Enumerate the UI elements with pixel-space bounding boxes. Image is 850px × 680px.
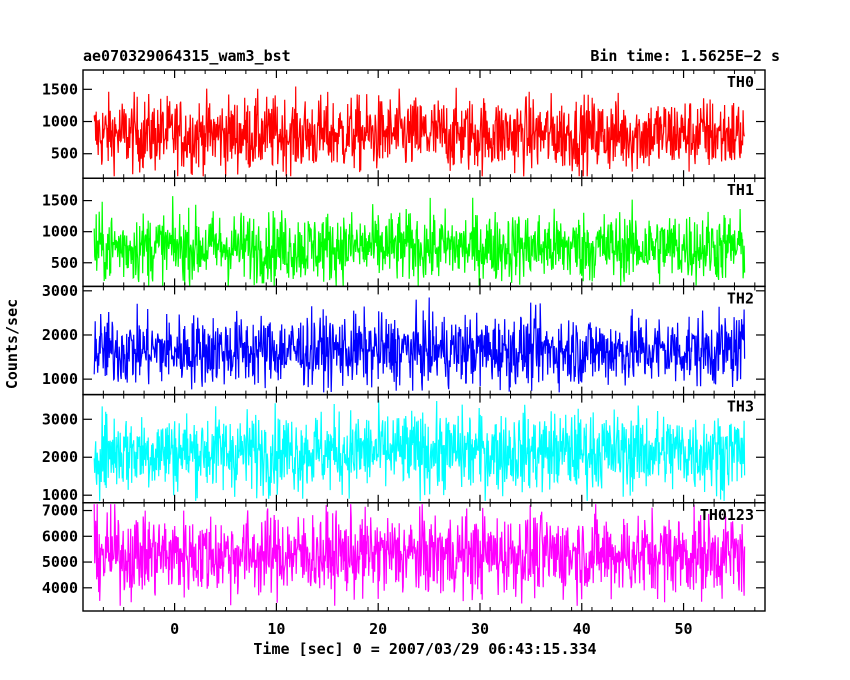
chart-title: ae070329064315_wam3_bst	[83, 47, 291, 65]
x-tick-label: 10	[267, 620, 285, 638]
series-line-th2	[93, 297, 746, 393]
y-tick-label-th2: 3000	[42, 282, 78, 300]
x-tick-label: 50	[675, 620, 693, 638]
y-tick-label-th3: 2000	[42, 448, 78, 466]
panel-label-th0123: TH0123	[700, 506, 754, 524]
y-tick-label-th2: 1000	[42, 370, 78, 388]
y-tick-label-th0123: 4000	[42, 579, 78, 597]
y-tick-label-th0: 1000	[42, 113, 78, 131]
bin-time-label: Bin time: 1.5625E−2 s	[590, 47, 780, 65]
y-tick-label-th1: 1500	[42, 192, 78, 210]
y-tick-label-th0123: 6000	[42, 527, 78, 545]
panel-label-th0: TH0	[727, 73, 754, 91]
y-axis-label: Counts/sec	[3, 299, 21, 389]
y-tick-label-th3: 3000	[42, 410, 78, 428]
x-tick-label: 30	[471, 620, 489, 638]
panel-label-th3: TH3	[727, 398, 754, 416]
y-tick-label-th0: 500	[51, 145, 78, 163]
y-tick-label-th0123: 5000	[42, 553, 78, 571]
y-tick-label-th1: 500	[51, 254, 78, 272]
series-line-th1	[93, 196, 746, 286]
y-tick-label-th1: 1000	[42, 223, 78, 241]
y-tick-label-th0123: 7000	[42, 502, 78, 520]
panel-label-th2: TH2	[727, 289, 754, 307]
y-tick-label-th3: 1000	[42, 486, 78, 504]
series-line-th0123	[93, 504, 746, 606]
x-axis-label: Time [sec] 0 = 2007/03/29 06:43:15.334	[253, 640, 596, 658]
series-line-th0	[93, 86, 746, 177]
panel-frame-th0123	[82, 502, 766, 612]
x-tick-label: 40	[573, 620, 591, 638]
y-tick-label-th2: 2000	[42, 326, 78, 344]
x-tick-label: 20	[369, 620, 387, 638]
y-tick-label-th0: 1500	[42, 80, 78, 98]
series-line-th3	[93, 400, 746, 501]
x-tick-label: 0	[170, 620, 179, 638]
panel-label-th1: TH1	[727, 181, 754, 199]
